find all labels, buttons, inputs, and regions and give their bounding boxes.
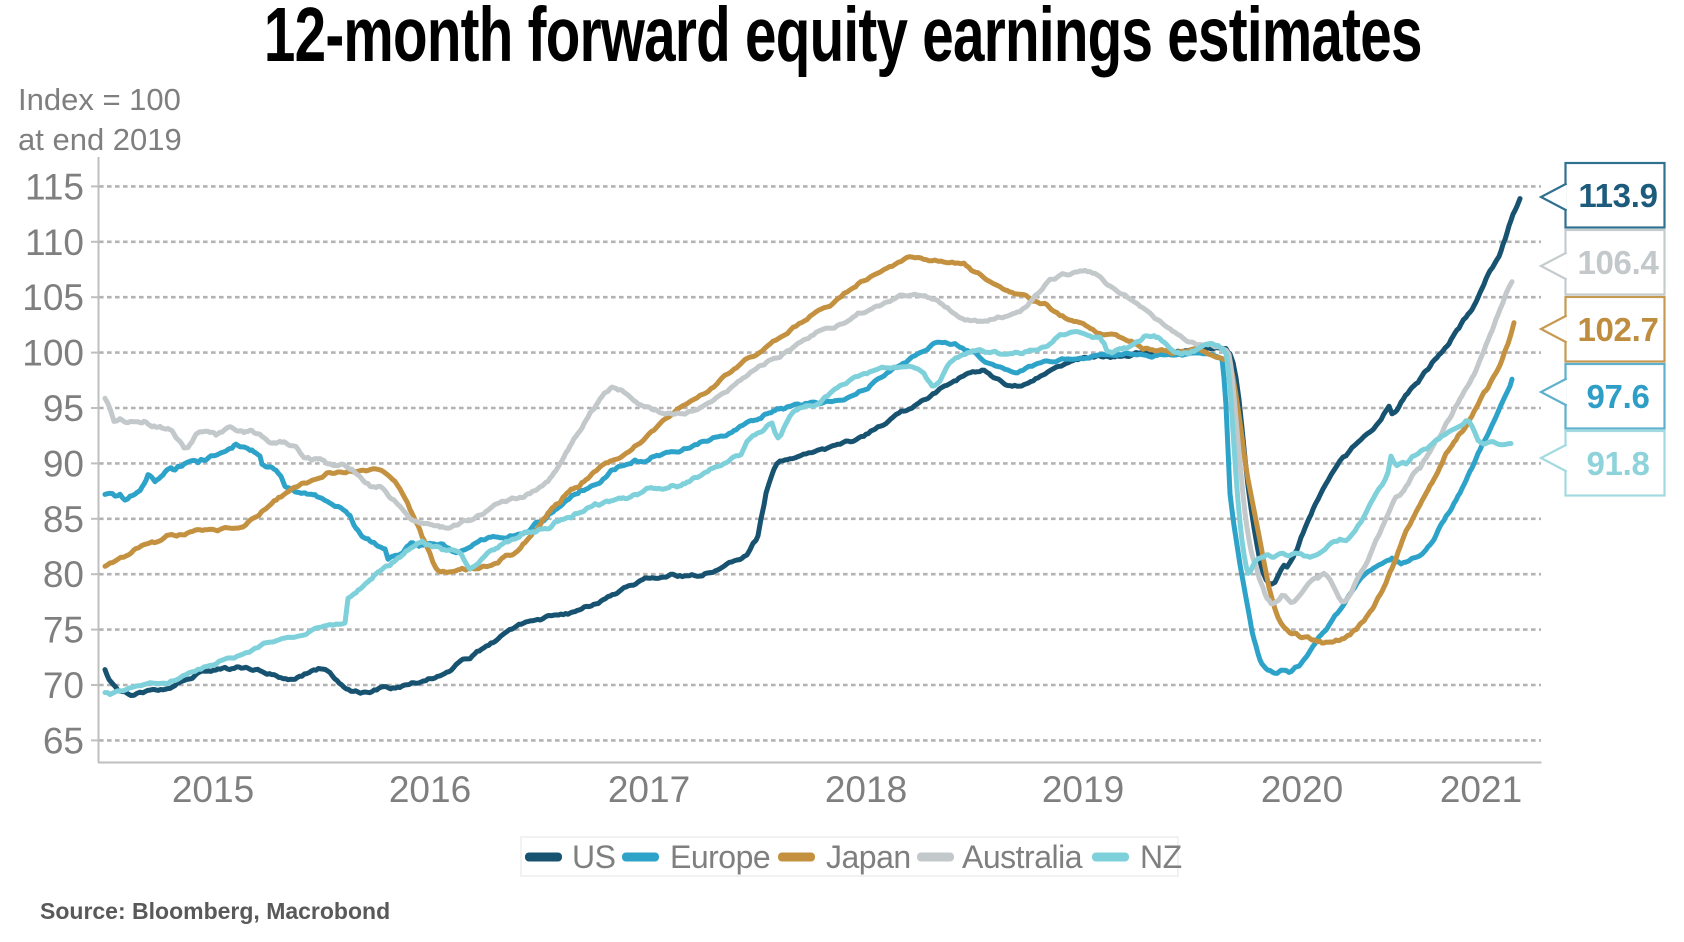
svg-text:100: 100 [22,333,84,374]
svg-text:Europe: Europe [670,839,770,875]
svg-text:106.4: 106.4 [1577,244,1659,281]
svg-text:70: 70 [43,665,84,706]
svg-text:2020: 2020 [1261,769,1343,810]
svg-text:91.8: 91.8 [1586,445,1649,482]
svg-text:110: 110 [25,222,84,263]
svg-text:105: 105 [22,277,84,318]
svg-text:90: 90 [43,443,84,484]
svg-text:2016: 2016 [389,769,471,810]
svg-text:2021: 2021 [1440,769,1522,810]
svg-text:75: 75 [43,610,84,651]
svg-text:115: 115 [25,166,84,207]
svg-text:95: 95 [43,388,84,429]
svg-text:113.9: 113.9 [1578,177,1657,214]
svg-text:Australia: Australia [962,839,1083,875]
svg-text:102.7: 102.7 [1577,311,1658,348]
svg-text:2015: 2015 [172,769,254,810]
svg-text:80: 80 [43,554,84,595]
svg-text:NZ: NZ [1140,839,1182,875]
svg-text:85: 85 [43,499,84,540]
svg-text:Japan: Japan [826,839,911,875]
svg-text:65: 65 [43,720,84,761]
svg-text:97.6: 97.6 [1586,378,1649,415]
svg-text:US: US [572,839,615,875]
svg-text:2018: 2018 [825,769,907,810]
svg-text:2017: 2017 [608,769,690,810]
svg-text:2019: 2019 [1042,769,1124,810]
